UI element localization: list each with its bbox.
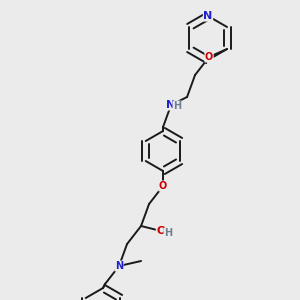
Text: O: O bbox=[205, 52, 213, 62]
Text: H: H bbox=[164, 228, 172, 238]
Text: O: O bbox=[159, 181, 167, 191]
Text: H: H bbox=[173, 101, 181, 111]
Text: N: N bbox=[115, 261, 123, 271]
Text: N: N bbox=[203, 11, 213, 21]
Text: O: O bbox=[156, 226, 166, 236]
Text: N: N bbox=[167, 100, 176, 110]
